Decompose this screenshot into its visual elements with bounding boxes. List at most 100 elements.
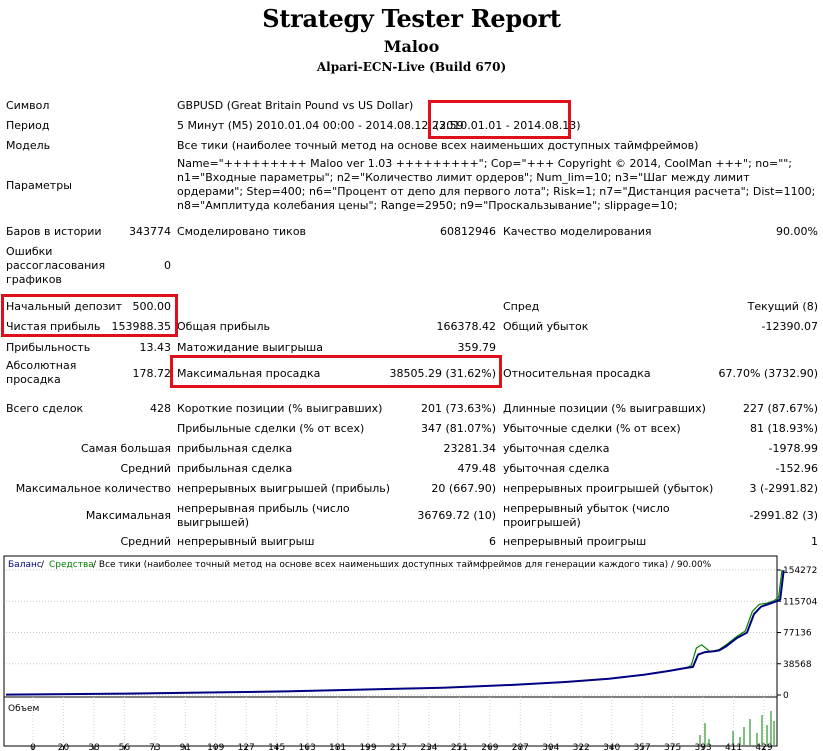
profit-trades-label: Прибыльные сделки (% от всех) bbox=[177, 422, 365, 435]
x-tick-label: 127 bbox=[238, 743, 255, 751]
loss-trades-value: 81 (18.93%) bbox=[749, 422, 818, 435]
rel-drawdown-value: 67.70% (3732.90) bbox=[718, 367, 818, 380]
avg-cons-wins-label: непрерывный выигрыш bbox=[177, 535, 315, 548]
bars-value: 343774 bbox=[129, 225, 171, 238]
chart-series bbox=[5, 569, 785, 696]
ea-name: Maloo bbox=[383, 37, 440, 56]
ticks-label: Смоделировано тиков bbox=[177, 225, 307, 238]
period-label: Период bbox=[6, 119, 50, 132]
largest-profit-value: 23281.34 bbox=[443, 442, 497, 455]
x-tick-label: 287 bbox=[512, 743, 529, 751]
x-tick-label: 393 bbox=[694, 743, 711, 751]
max-cons-loss-label: непрерывный убыток (число проигрышей) bbox=[503, 502, 670, 529]
symbol-label: Символ bbox=[6, 99, 50, 112]
params-label: Параметры bbox=[6, 179, 72, 192]
x-tick-label: 269 bbox=[481, 743, 498, 751]
x-tick-label: 322 bbox=[573, 743, 590, 751]
y-tick-label: 154272 bbox=[783, 566, 817, 576]
avg-profit-label: прибыльная сделка bbox=[177, 462, 293, 475]
x-tick-label: 0 bbox=[30, 743, 36, 751]
max-cons-losses-label: непрерывных проигрышей (убыток) bbox=[503, 482, 714, 495]
gross-loss-value: -12390.07 bbox=[761, 320, 818, 333]
largest-label: Самая большая bbox=[80, 442, 171, 455]
max-cons-profit-value: 36769.72 (10) bbox=[417, 509, 496, 522]
rel-drawdown-label: Относительная просадка bbox=[503, 367, 651, 380]
quality-label: Качество моделирования bbox=[503, 225, 652, 238]
params-value: Name="+++++++++ Maloo ver 1.03 +++++++++… bbox=[177, 157, 816, 212]
ticks-value: 60812946 bbox=[440, 225, 496, 238]
expected-payoff-value: 359.79 bbox=[457, 341, 497, 354]
maximal-label: Максимальная bbox=[85, 509, 171, 522]
avg-profit-value: 479.48 bbox=[457, 462, 497, 475]
max-cons-profit-label: непрерывная прибыль (число выигрышей) bbox=[177, 502, 350, 529]
x-tick-label: 109 bbox=[207, 743, 224, 751]
model-value: Все тики (наиболее точный метод на основ… bbox=[177, 139, 699, 152]
profit-trades-value: 347 (81.07%) bbox=[420, 422, 496, 435]
largest-loss-value: -1978.99 bbox=[768, 442, 818, 455]
errors-value: 0 bbox=[164, 259, 171, 272]
x-tick-label: 375 bbox=[664, 743, 681, 751]
deposit-profit-highlight bbox=[1, 294, 178, 337]
largest-profit-label: прибыльная сделка bbox=[177, 442, 293, 455]
x-tick-label: 56 bbox=[119, 743, 131, 751]
x-tick-label: 199 bbox=[359, 743, 376, 751]
largest-loss-label: убыточная сделка bbox=[503, 442, 610, 455]
symbol-value: GBPUSD (Great Britain Pound vs US Dollar… bbox=[177, 99, 414, 112]
short-positions-value: 201 (73.63%) bbox=[420, 402, 496, 415]
expected-payoff-label: Матожидание выигрыша bbox=[177, 341, 323, 354]
net-profit-value: 153988.35 bbox=[111, 320, 172, 333]
avg-loss-label: убыточная сделка bbox=[503, 462, 610, 475]
x-tick-label: 234 bbox=[420, 743, 437, 751]
avg-cons-label: Средний bbox=[120, 535, 171, 548]
spread-value: Текущий (8) bbox=[747, 300, 818, 313]
volume-label: Объем bbox=[8, 704, 39, 714]
model-label: Модель bbox=[6, 139, 51, 152]
short-positions-label: Короткие позиции (% выигравших) bbox=[177, 402, 383, 415]
gross-loss-label: Общий убыток bbox=[503, 320, 589, 333]
x-tick-label: 217 bbox=[390, 743, 407, 751]
avg-loss-value: -152.96 bbox=[775, 462, 818, 475]
abs-drawdown-value: 178.72 bbox=[132, 367, 172, 380]
avg-cons-wins-value: 6 bbox=[489, 535, 496, 548]
x-tick-label: 181 bbox=[329, 743, 346, 751]
y-tick-label: 115704 bbox=[783, 597, 818, 607]
long-positions-label: Длинные позиции (% выигравших) bbox=[503, 402, 706, 415]
max-drawdown-highlight bbox=[170, 355, 502, 388]
max-drawdown-value: 38505.29 (31.62%) bbox=[389, 367, 496, 380]
long-positions-value: 227 (87.67%) bbox=[742, 402, 818, 415]
loss-trades-label: Убыточные сделки (% от всех) bbox=[503, 422, 681, 435]
period-range-highlight bbox=[428, 100, 571, 139]
x-tick-label: 411 bbox=[725, 743, 742, 751]
period-range: (2010.01.01 - 2014.08.13) bbox=[435, 119, 581, 132]
x-tick-label: 38 bbox=[88, 743, 100, 751]
avg-cons-losses-value: 1 bbox=[811, 535, 818, 548]
deposit-value: 500.00 bbox=[132, 300, 172, 313]
chart-legend: Баланс / Средства / Все тики (наиболее т… bbox=[8, 560, 712, 570]
x-tick-label: 20 bbox=[58, 743, 70, 751]
x-tick-label: 163 bbox=[299, 743, 316, 751]
report-title: Strategy Tester Report bbox=[262, 4, 561, 33]
max-cons-wins-value: 20 (667.90) bbox=[431, 482, 496, 495]
volume-bars bbox=[699, 711, 775, 745]
x-tick-label: 357 bbox=[634, 743, 651, 751]
quality-value: 90.00% bbox=[776, 225, 818, 238]
x-tick-label: 304 bbox=[542, 743, 559, 751]
chart-frame bbox=[3, 555, 778, 747]
avg-cons-losses-label: непрерывный проигрыш bbox=[503, 535, 647, 548]
total-trades-value: 428 bbox=[150, 402, 171, 415]
x-tick-label: 145 bbox=[268, 743, 285, 751]
max-cons-wins-label: непрерывных выигрышей (прибыль) bbox=[177, 482, 391, 495]
x-tick-label: 73 bbox=[149, 743, 160, 751]
x-tick-label: 340 bbox=[603, 743, 620, 751]
balance-line bbox=[5, 570, 785, 696]
y-axis: 154272 115704 77136 38568 0 bbox=[777, 566, 818, 701]
profit-factor-value: 13.43 bbox=[139, 341, 172, 354]
abs-drawdown-label: Абсолютная просадка bbox=[6, 359, 77, 386]
total-trades-label: Всего сделок bbox=[6, 402, 84, 415]
profit-factor-label: Прибыльность bbox=[6, 341, 91, 354]
errors-label: Ошибки рассогласования графиков bbox=[6, 245, 106, 286]
balance-chart: Баланс / Средства / Все тики (наиболее т… bbox=[3, 555, 818, 751]
legend-sep: / bbox=[41, 560, 45, 570]
chart-grid bbox=[6, 569, 775, 746]
gross-profit-value: 166378.42 bbox=[436, 320, 497, 333]
